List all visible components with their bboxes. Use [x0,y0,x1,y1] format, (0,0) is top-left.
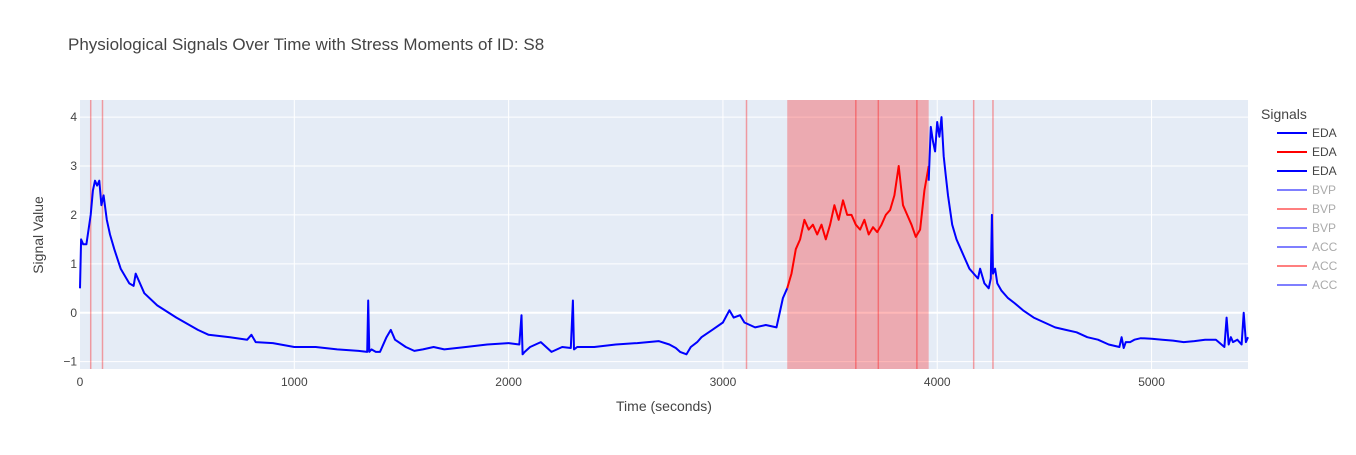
y-tick-label: 4 [70,110,77,124]
legend-label: BVP [1312,183,1336,197]
legend-label: BVP [1312,202,1336,216]
x-tick-label: 0 [77,375,84,389]
legend-title: Signals [1261,106,1307,122]
x-tick-label: 3000 [710,375,737,389]
y-tick-label: −1 [63,355,77,369]
legend-label: EDA [1312,126,1337,140]
series-line-eda-3[interactable] [927,116,1249,349]
series-line-eda-1[interactable] [79,179,789,356]
x-axis-label: Time (seconds) [616,398,712,414]
stress-region [787,100,929,369]
legend-label: ACC [1312,240,1338,254]
legend-item-acc[interactable]: ACC [1277,278,1338,292]
y-tick-label: 1 [70,257,77,271]
legend: EDA EDA EDA BVP BVP BVP ACC ACC ACC [1277,126,1338,292]
chart-title: Physiological Signals Over Time with Str… [68,35,544,54]
x-tick-label: 2000 [495,375,522,389]
y-axis-label: Signal Value [30,196,46,274]
series-layer [79,116,1249,356]
legend-item-bvp[interactable]: BVP [1277,202,1336,216]
legend-label: EDA [1312,164,1337,178]
x-tick-label: 4000 [924,375,951,389]
legend-item-acc[interactable]: ACC [1277,259,1338,273]
legend-item-eda[interactable]: EDA [1277,126,1337,140]
legend-item-bvp[interactable]: BVP [1277,221,1336,235]
x-tick-label: 1000 [281,375,308,389]
series-line-eda-2[interactable] [786,165,930,289]
legend-item-eda[interactable]: EDA [1277,164,1337,178]
y-tick-label: 2 [70,208,77,222]
legend-label: EDA [1312,145,1337,159]
x-tick-label: 5000 [1138,375,1165,389]
legend-label: BVP [1312,221,1336,235]
plot-background[interactable] [80,100,1248,369]
legend-item-acc[interactable]: ACC [1277,240,1338,254]
legend-item-eda[interactable]: EDA [1277,145,1337,159]
legend-label: ACC [1312,278,1338,292]
y-tick-label: 3 [70,159,77,173]
stress-layer [89,100,994,369]
legend-item-bvp[interactable]: BVP [1277,183,1336,197]
grid-layer [80,100,1248,369]
y-tick-label: 0 [70,306,77,320]
legend-label: ACC [1312,259,1338,273]
